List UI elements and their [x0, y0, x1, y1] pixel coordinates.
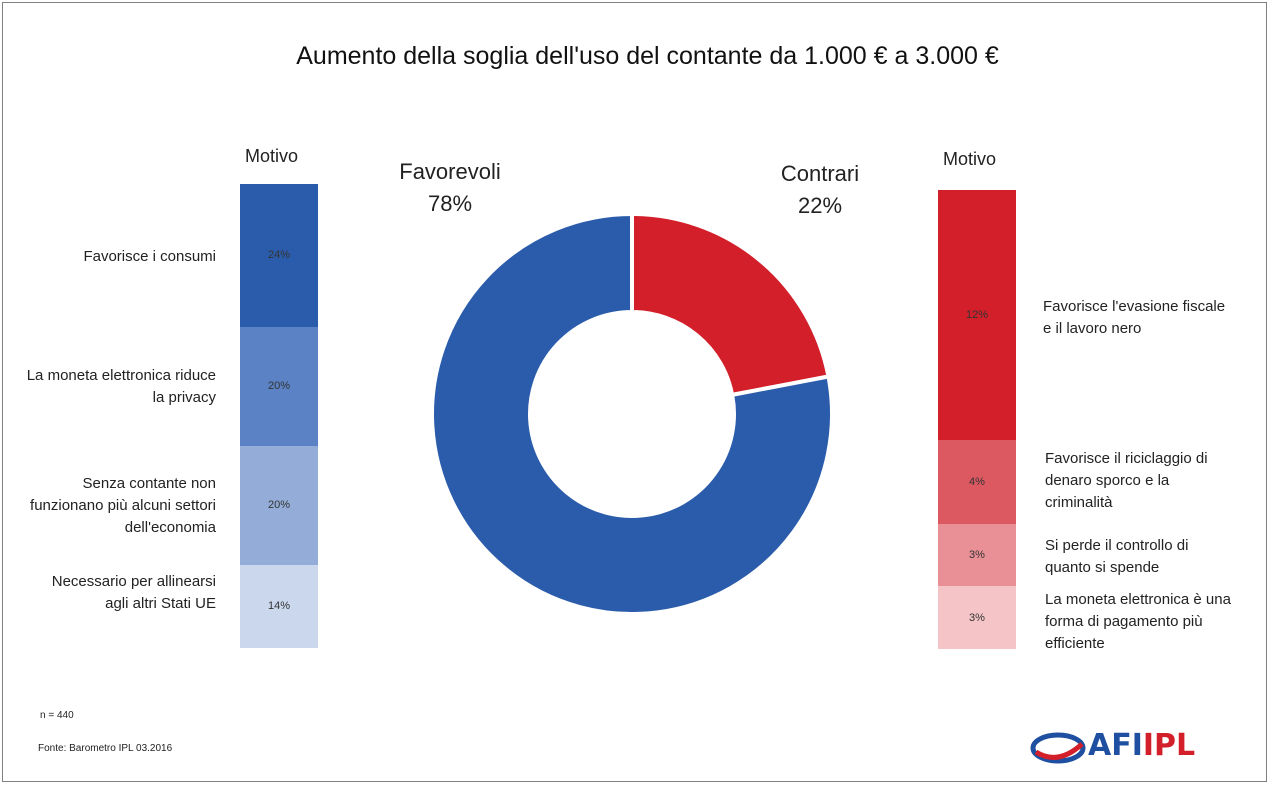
left-reason-label: La moneta elettronica riduce la privacy	[26, 367, 216, 406]
logo-swoosh-icon	[1030, 732, 1086, 764]
contrari-value: 22%	[797, 193, 843, 218]
right-reason-label: La moneta elettronica è una forma di pag…	[1045, 591, 1231, 652]
afi-ipl-logo: AFIIPL	[1030, 726, 1220, 770]
favorevoli-label: Favorevoli 78%	[380, 156, 520, 220]
right-bar-segment: 3%	[938, 523, 1016, 587]
donut-slice-favorevoli	[430, 211, 834, 616]
logo-text-ipl: IPL	[1142, 728, 1196, 763]
chart-title: Aumento della soglia dell'uso del contan…	[296, 42, 999, 70]
left-reason-label: Senza contante non funzionano più alcuni…	[30, 475, 216, 536]
left-bar-segment: 14%	[240, 564, 318, 648]
left-motivo-heading: Motivo	[245, 146, 299, 166]
logo-text: AFIIPL	[1088, 728, 1195, 763]
donut-slice-contrari	[630, 211, 831, 398]
right-bar-segment: 4%	[938, 440, 1016, 524]
left-reason-label: Favorisce i consumi	[83, 248, 216, 265]
favorevoli-value: 78%	[427, 191, 473, 216]
segment-value-label: 4%	[969, 476, 985, 489]
segment-value-label: 12%	[965, 309, 989, 322]
right-reason-label: Si perde il controllo di quanto si spend…	[1045, 537, 1189, 576]
logo-text-afi: AFI	[1088, 728, 1143, 763]
right-reason-label: Favorisce il riciclaggio di denaro sporc…	[1045, 450, 1208, 511]
left-bar-segment: 20%	[240, 445, 318, 565]
source-note: Fonte: Barometro IPL 03.2016	[38, 743, 173, 754]
right-bar-segment: 12%	[938, 190, 1016, 441]
segment-value-label: 20%	[267, 499, 291, 512]
donut-chart	[420, 202, 844, 626]
left-bar-segment: 20%	[240, 326, 318, 446]
contrari-label: Contrari 22%	[750, 158, 890, 222]
segment-value-label: 3%	[969, 549, 985, 562]
segment-value-label: 24%	[267, 249, 291, 262]
right-reason-label: Favorisce l'evasione fiscale e il lavoro…	[1043, 298, 1226, 337]
segment-value-label: 3%	[969, 611, 985, 624]
left-bar-segment: 24%	[240, 184, 318, 327]
sample-size-note: n = 440	[40, 710, 74, 721]
contrari-name: Contrari	[780, 161, 860, 186]
segment-value-label: 20%	[267, 380, 291, 393]
left-reason-label: Necessario per allinearsi agli altri Sta…	[51, 573, 216, 612]
right-motivo-heading: Motivo	[943, 149, 997, 169]
left-stacked-bar: 24% 20% 20% 14%	[240, 184, 318, 648]
segment-value-label: 14%	[267, 600, 291, 613]
favorevoli-name: Favorevoli	[399, 159, 501, 184]
donut-svg	[430, 211, 834, 616]
right-stacked-bar: 12% 4% 3% 3%	[938, 190, 1016, 649]
right-bar-segment: 3%	[938, 586, 1016, 649]
